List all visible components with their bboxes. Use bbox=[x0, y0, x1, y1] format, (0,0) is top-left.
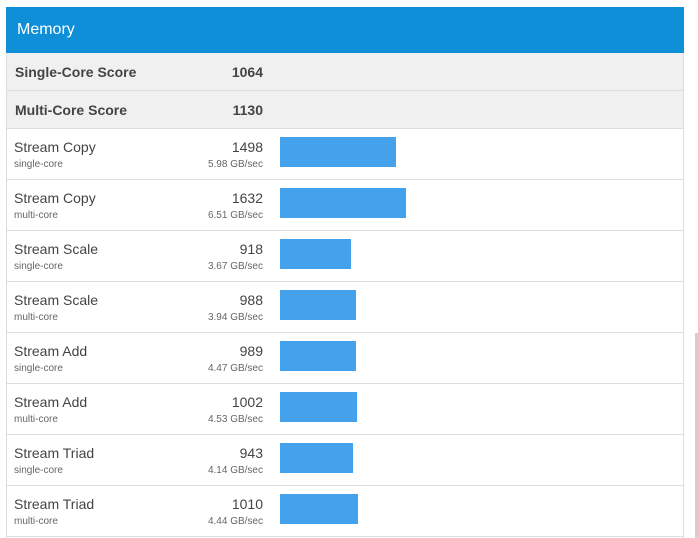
benchmark-row: Stream Scale single-core 918 3.67 GB/sec bbox=[7, 231, 683, 282]
benchmark-score: 988 bbox=[239, 292, 263, 308]
benchmark-row: Stream Triad multi-core 1010 4.44 GB/sec bbox=[7, 486, 683, 537]
score-bar-track bbox=[280, 239, 670, 269]
score-bar-track bbox=[280, 188, 670, 218]
benchmark-row: Stream Triad single-core 943 4.14 GB/sec bbox=[7, 435, 683, 486]
score-bar-track bbox=[280, 392, 670, 422]
benchmark-score: 1010 bbox=[231, 496, 263, 512]
summary-label: Multi-Core Score bbox=[15, 102, 128, 118]
benchmark-row: Stream Add multi-core 1002 4.53 GB/sec bbox=[7, 384, 683, 435]
scrollbar[interactable] bbox=[695, 333, 698, 538]
benchmark-mode: multi-core bbox=[14, 312, 58, 323]
score-bar bbox=[280, 392, 357, 422]
benchmark-mode: single-core bbox=[14, 159, 63, 170]
benchmark-score: 943 bbox=[239, 445, 263, 461]
benchmark-mode: multi-core bbox=[14, 210, 58, 221]
score-bar bbox=[280, 290, 356, 320]
benchmark-mode: single-core bbox=[14, 261, 63, 272]
benchmark-mode: multi-core bbox=[14, 414, 58, 425]
score-bar-track bbox=[280, 494, 670, 524]
benchmark-name: Stream Scale bbox=[14, 292, 99, 308]
benchmark-name: Stream Triad bbox=[14, 496, 95, 512]
summary-label: Single-Core Score bbox=[15, 64, 137, 80]
benchmark-rate: 5.98 GB/sec bbox=[207, 159, 263, 170]
benchmark-rate: 3.94 GB/sec bbox=[207, 312, 263, 323]
benchmark-row: Stream Copy single-core 1498 5.98 GB/sec bbox=[7, 129, 683, 180]
benchmark-mode: single-core bbox=[14, 363, 63, 374]
score-bar bbox=[280, 443, 353, 473]
benchmark-score: 989 bbox=[239, 343, 263, 359]
score-bar-track bbox=[280, 341, 670, 371]
score-bar bbox=[280, 239, 351, 269]
benchmark-score: 1498 bbox=[231, 139, 263, 155]
benchmark-name: Stream Copy bbox=[14, 190, 96, 206]
score-bar bbox=[280, 494, 358, 524]
benchmark-rate: 4.14 GB/sec bbox=[207, 465, 263, 476]
multi-core-score-row: Multi-Core Score 1130 bbox=[7, 91, 683, 129]
benchmark-rate: 4.44 GB/sec bbox=[207, 516, 263, 527]
score-bar-track bbox=[280, 443, 670, 473]
summary-score: 1064 bbox=[231, 64, 263, 80]
benchmark-score: 918 bbox=[239, 241, 263, 257]
benchmark-list: Stream Copy single-core 1498 5.98 GB/sec Str… bbox=[7, 129, 683, 537]
score-bar-track bbox=[280, 290, 670, 320]
panel-title: Memory bbox=[6, 7, 684, 53]
benchmark-row: Stream Add single-core 989 4.47 GB/sec bbox=[7, 333, 683, 384]
benchmark-mode: multi-core bbox=[14, 516, 58, 527]
score-bar bbox=[280, 188, 406, 218]
benchmark-rate: 4.53 GB/sec bbox=[207, 414, 263, 425]
summary-score: 1130 bbox=[232, 102, 263, 118]
benchmark-mode: single-core bbox=[14, 465, 63, 476]
benchmark-score: 1002 bbox=[231, 394, 263, 410]
benchmark-name: Stream Triad bbox=[14, 445, 95, 461]
benchmark-row: Stream Scale multi-core 988 3.94 GB/sec bbox=[7, 282, 683, 333]
single-core-score-row: Single-Core Score 1064 bbox=[7, 53, 683, 91]
benchmark-rate: 4.47 GB/sec bbox=[207, 363, 263, 374]
benchmark-score: 1632 bbox=[231, 190, 263, 206]
memory-panel: Memory Single-Core Score 1064 Multi-Core… bbox=[6, 7, 684, 538]
score-bar-track bbox=[280, 137, 670, 167]
benchmark-rate: 6.51 GB/sec bbox=[207, 210, 263, 221]
benchmark-name: Stream Copy bbox=[14, 139, 96, 155]
score-bar bbox=[280, 137, 396, 167]
score-bar bbox=[280, 341, 356, 371]
benchmark-rate: 3.67 GB/sec bbox=[207, 261, 263, 272]
benchmark-name: Stream Add bbox=[14, 394, 88, 410]
benchmark-name: Stream Scale bbox=[14, 241, 99, 257]
benchmark-row: Stream Copy multi-core 1632 6.51 GB/sec bbox=[7, 180, 683, 231]
benchmark-name: Stream Add bbox=[14, 343, 88, 359]
